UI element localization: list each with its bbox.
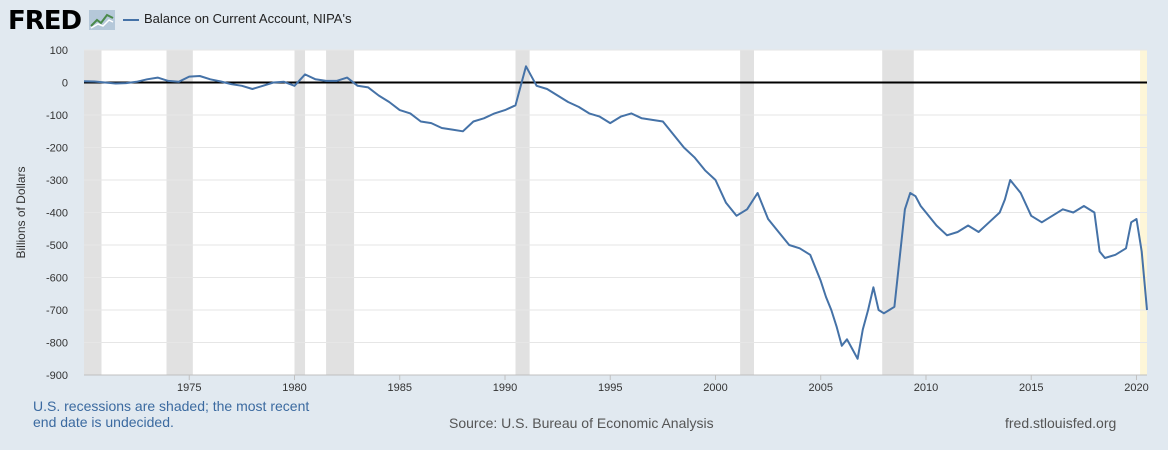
y-tick-label: -600	[46, 273, 68, 285]
x-tick-label: 2000	[703, 382, 727, 394]
recession-note-line2: end date is undecided.	[33, 414, 174, 430]
recession-note-line1: U.S. recessions are shaded; the most rec…	[33, 398, 310, 414]
line-chart: 100 0 -100 -200 -300 -400 -500 -600 -700 -800 -900…	[14, 45, 1149, 394]
recession-note: U.S. recessions are shaded; the most rec…	[33, 398, 333, 430]
source-note: Source: U.S. Bureau of Economic Analysis	[449, 415, 714, 431]
x-tick-label: 2020	[1124, 382, 1148, 394]
y-tick-label: -800	[46, 338, 68, 350]
y-tick-label: -900	[46, 370, 68, 382]
y-tick-label: -300	[46, 175, 68, 187]
chart-legend: Balance on Current Account, NIPA's	[123, 11, 351, 26]
site-link[interactable]: fred.stlouisfed.org	[1005, 415, 1117, 431]
x-tick-label: 1990	[493, 382, 517, 394]
fred-logo[interactable]: FRED	[8, 6, 82, 36]
x-tick-label: 2010	[914, 382, 938, 394]
legend-swatch	[123, 18, 139, 21]
x-tick-label: 2005	[808, 382, 832, 394]
x-tick-label: 1995	[598, 382, 622, 394]
x-tick-label: 1980	[282, 382, 306, 394]
chart-trend-icon	[89, 10, 115, 30]
y-tick-label: -100	[46, 110, 68, 122]
y-tick-label: -200	[46, 143, 68, 155]
top-bar: FRED Balance on Current Account, NIPA's	[0, 0, 1168, 40]
y-axis-label: Billions of Dollars	[14, 166, 28, 258]
series-line	[83, 65, 1148, 360]
y-tick-label: -400	[46, 208, 68, 220]
legend-label: Balance on Current Account, NIPA's	[144, 11, 352, 26]
x-tick-label: 1985	[388, 382, 412, 394]
x-tick-label: 2015	[1019, 382, 1043, 394]
y-tick-label: 0	[62, 78, 68, 90]
y-tick-label: -700	[46, 305, 68, 317]
y-tick-label: 100	[50, 45, 68, 57]
y-tick-label: -500	[46, 240, 68, 252]
x-tick-label: 1975	[177, 382, 201, 394]
